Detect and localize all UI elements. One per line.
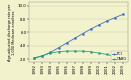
Y-axis label: Age-adjusted discharge rate per
1,000 Medicare enrollees: Age-adjusted discharge rate per 1,000 Me…	[8, 4, 16, 61]
Legend: PCI, CABG: PCI, CABG	[111, 51, 128, 62]
